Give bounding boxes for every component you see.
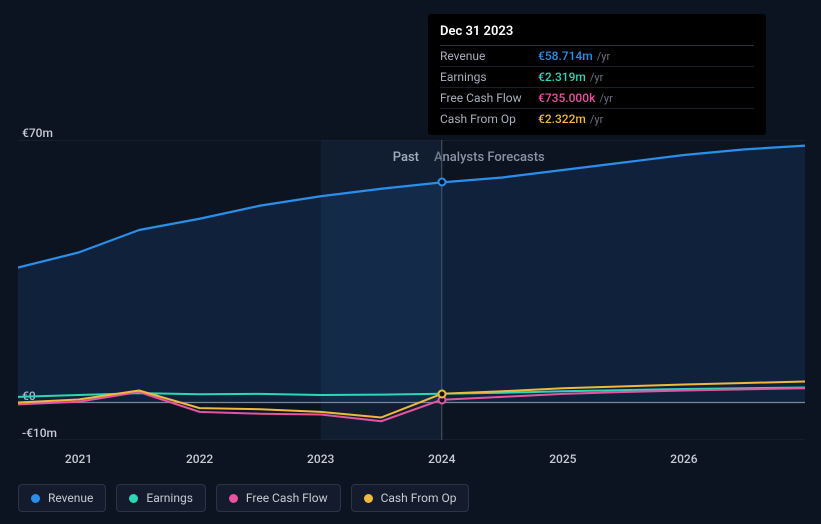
tooltip-unit: /yr [590, 113, 603, 126]
legend-dot-icon [364, 494, 373, 503]
tooltip-label: Free Cash Flow [440, 91, 538, 105]
y-axis-label: €70m [22, 126, 53, 140]
legend-dot-icon [229, 494, 238, 503]
series-marker-revenue [437, 178, 446, 187]
x-axis-label: 2026 [670, 452, 697, 466]
tooltip-row-revenue: Revenue €58.714m /yr [440, 46, 754, 67]
legend-item-revenue[interactable]: Revenue [18, 484, 106, 512]
legend-label: Earnings [146, 491, 193, 505]
x-axis-label: 2025 [549, 452, 576, 466]
chart-legend: Revenue Earnings Free Cash Flow Cash Fro… [18, 484, 469, 512]
legend-item-earnings[interactable]: Earnings [116, 484, 206, 512]
legend-label: Cash From Op [381, 491, 457, 505]
tooltip-date: Dec 31 2023 [440, 24, 754, 46]
chart-lines [18, 140, 805, 440]
tooltip-value: €2.319m [538, 70, 586, 84]
legend-item-fcf[interactable]: Free Cash Flow [216, 484, 341, 512]
x-axis-label: 2024 [428, 452, 455, 466]
tooltip-row-fcf: Free Cash Flow €735.000k /yr [440, 88, 754, 109]
tooltip-unit: /yr [599, 92, 612, 105]
legend-item-cfo[interactable]: Cash From Op [351, 484, 470, 512]
tooltip-unit: /yr [597, 50, 610, 63]
tooltip-value: €735.000k [538, 91, 595, 105]
legend-dot-icon [129, 494, 138, 503]
x-axis-label: 2023 [307, 452, 334, 466]
legend-label: Revenue [48, 491, 93, 505]
chart-tooltip: Dec 31 2023 Revenue €58.714m /yr Earning… [428, 14, 766, 135]
tooltip-unit: /yr [590, 71, 603, 84]
tooltip-row-cfo: Cash From Op €2.322m /yr [440, 109, 754, 129]
series-marker-cfo [437, 389, 446, 398]
tooltip-label: Cash From Op [440, 112, 538, 126]
x-axis-label: 2022 [186, 452, 213, 466]
legend-label: Free Cash Flow [246, 491, 328, 505]
tooltip-label: Revenue [440, 49, 538, 63]
x-axis-label: 2021 [65, 452, 92, 466]
tooltip-row-earnings: Earnings €2.319m /yr [440, 67, 754, 88]
tooltip-value: €2.322m [538, 112, 586, 126]
tooltip-value: €58.714m [538, 49, 593, 63]
legend-dot-icon [31, 494, 40, 503]
tooltip-label: Earnings [440, 70, 538, 84]
